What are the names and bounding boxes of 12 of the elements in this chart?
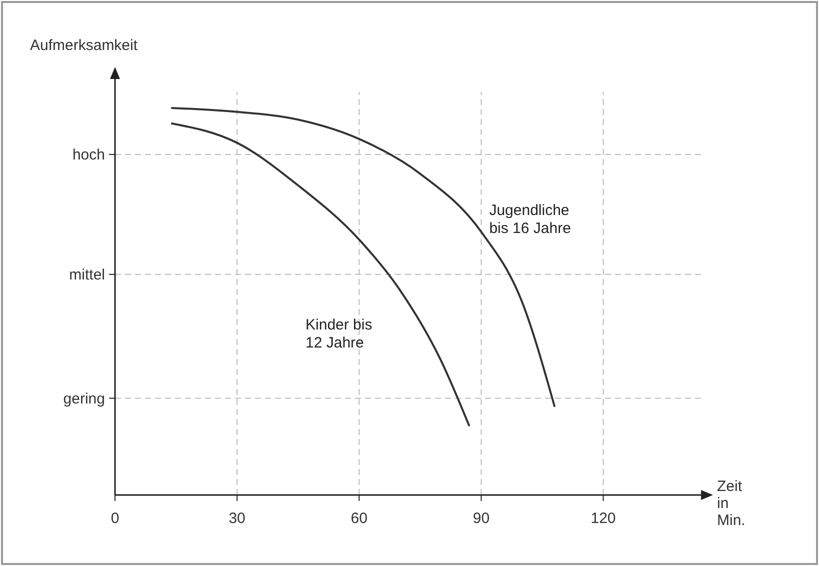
x-tick-label: 90 — [472, 510, 490, 527]
x-tick-label: 120 — [590, 510, 616, 527]
ref-line-label: hoch — [72, 146, 105, 164]
text: Kinder bis 12 Jahre — [306, 316, 372, 352]
x-axis-title: Zeit in Min. — [717, 478, 746, 529]
x-tick-label: 30 — [228, 510, 246, 527]
ref-line-label: mittel — [69, 266, 105, 284]
y-axis-title: Aufmerksamkeit — [30, 37, 138, 54]
x-tick-label: 60 — [350, 510, 368, 527]
ref-line-label: gering — [63, 390, 105, 408]
x-tick-label: 0 — [110, 510, 120, 527]
series-label: Jugendliche bis 16 Jahre — [489, 202, 571, 237]
